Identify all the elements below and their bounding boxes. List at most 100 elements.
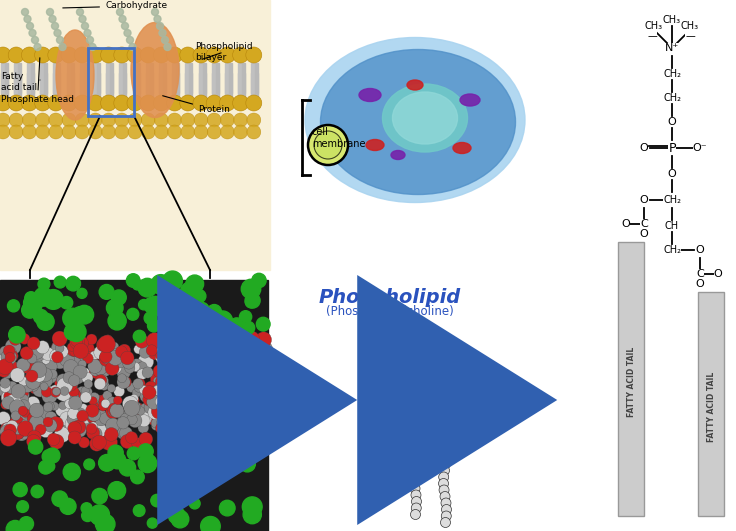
Circle shape [191, 476, 204, 489]
Circle shape [154, 15, 161, 22]
Bar [163, 63, 166, 93]
Circle shape [117, 417, 130, 429]
Circle shape [159, 430, 169, 439]
Circle shape [231, 383, 240, 392]
Circle shape [212, 370, 226, 383]
Circle shape [164, 44, 171, 50]
Circle shape [208, 113, 222, 127]
Circle shape [411, 496, 422, 507]
Circle shape [236, 349, 251, 365]
Bar [0, 280, 268, 531]
Circle shape [60, 387, 69, 396]
Circle shape [247, 435, 261, 450]
Circle shape [191, 409, 208, 425]
Circle shape [155, 375, 170, 389]
Circle shape [191, 355, 206, 371]
Ellipse shape [131, 22, 179, 117]
Circle shape [171, 457, 185, 471]
Circle shape [67, 413, 79, 425]
Text: CH₃: CH₃ [645, 21, 663, 31]
Circle shape [1, 349, 17, 365]
Circle shape [122, 356, 135, 369]
Circle shape [2, 369, 12, 379]
Circle shape [106, 404, 121, 419]
Circle shape [71, 370, 85, 384]
Circle shape [108, 403, 121, 416]
Circle shape [180, 297, 196, 314]
Circle shape [197, 343, 205, 352]
Circle shape [22, 113, 36, 127]
Circle shape [13, 387, 29, 402]
Circle shape [116, 346, 127, 358]
Circle shape [43, 461, 54, 472]
Circle shape [411, 432, 421, 441]
Bar [1, 63, 4, 93]
Circle shape [235, 362, 247, 373]
Circle shape [169, 304, 186, 322]
Circle shape [220, 383, 232, 396]
Circle shape [37, 368, 47, 378]
Circle shape [201, 517, 220, 531]
Circle shape [57, 374, 69, 387]
Circle shape [153, 95, 169, 111]
Circle shape [221, 414, 236, 429]
Circle shape [164, 364, 173, 373]
Circle shape [181, 125, 195, 139]
Circle shape [71, 342, 83, 355]
Circle shape [0, 359, 13, 374]
Circle shape [198, 358, 211, 371]
Text: O: O [668, 169, 676, 179]
Circle shape [30, 386, 38, 393]
Circle shape [75, 305, 93, 324]
Circle shape [167, 421, 177, 431]
Circle shape [42, 389, 57, 404]
Bar [176, 73, 179, 103]
Circle shape [205, 383, 222, 398]
Circle shape [190, 288, 202, 301]
Circle shape [118, 374, 127, 383]
Circle shape [166, 358, 180, 372]
Circle shape [135, 379, 144, 388]
Circle shape [233, 345, 246, 357]
Circle shape [254, 425, 264, 435]
Circle shape [11, 363, 25, 377]
Circle shape [8, 363, 23, 378]
Circle shape [49, 15, 56, 22]
Circle shape [52, 491, 68, 507]
Circle shape [17, 400, 30, 413]
Circle shape [153, 364, 166, 378]
Circle shape [249, 369, 262, 382]
Circle shape [21, 408, 30, 417]
Circle shape [93, 424, 107, 438]
Circle shape [161, 37, 169, 44]
Circle shape [205, 400, 214, 410]
Circle shape [93, 410, 109, 426]
Circle shape [127, 447, 140, 460]
Circle shape [86, 334, 97, 345]
Circle shape [70, 348, 79, 356]
Circle shape [159, 30, 166, 37]
Circle shape [94, 409, 105, 420]
Circle shape [211, 424, 226, 438]
Circle shape [105, 418, 120, 433]
Circle shape [71, 389, 80, 398]
Circle shape [258, 355, 269, 366]
Circle shape [96, 338, 110, 352]
Circle shape [102, 125, 116, 139]
Bar [146, 73, 149, 103]
Circle shape [242, 401, 255, 414]
Circle shape [3, 345, 15, 357]
Circle shape [130, 395, 138, 403]
Circle shape [155, 350, 169, 364]
Circle shape [137, 369, 147, 380]
Circle shape [120, 413, 132, 425]
Circle shape [127, 414, 138, 425]
Circle shape [32, 37, 38, 44]
Circle shape [242, 497, 262, 517]
Circle shape [96, 374, 108, 387]
Circle shape [182, 353, 194, 365]
Circle shape [411, 451, 420, 461]
Bar [27, 63, 30, 93]
Circle shape [138, 411, 149, 422]
Circle shape [207, 305, 222, 319]
